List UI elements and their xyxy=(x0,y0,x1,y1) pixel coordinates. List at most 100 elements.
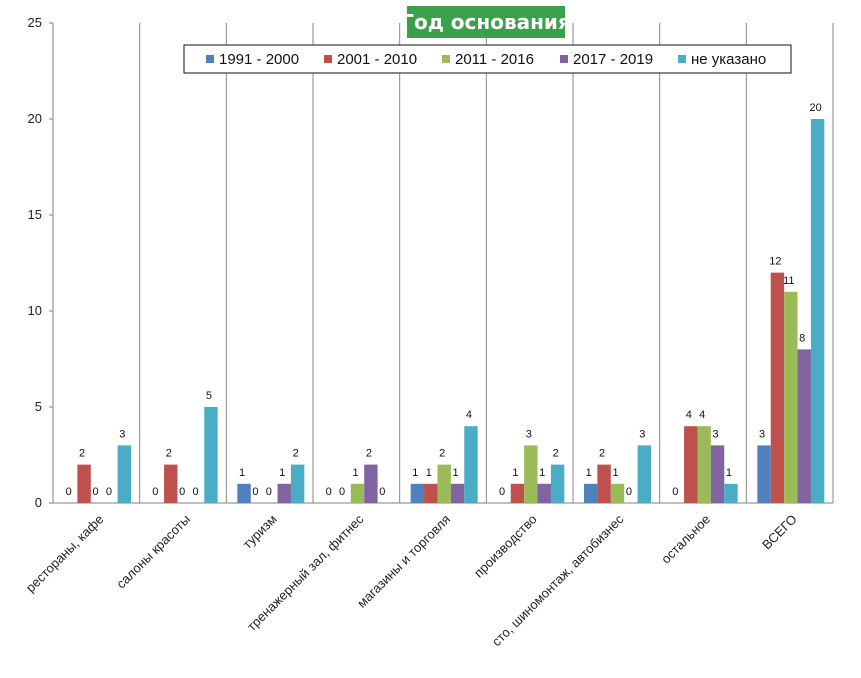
y-tick-label: 10 xyxy=(28,303,42,318)
x-tick-label: рестораны, кафе xyxy=(23,512,107,596)
bar xyxy=(464,426,478,503)
data-label: 0 xyxy=(106,486,112,498)
data-label: 4 xyxy=(466,409,472,421)
data-label: 12 xyxy=(769,256,781,268)
data-label: 1 xyxy=(239,467,245,479)
data-label: 2 xyxy=(366,448,372,460)
legend-entry: не указано xyxy=(691,51,766,68)
data-label: 1 xyxy=(512,467,518,479)
data-label: 0 xyxy=(379,486,385,498)
legend-entry: 2017 - 2019 xyxy=(573,51,653,68)
bar xyxy=(684,426,698,503)
bar xyxy=(277,483,291,503)
data-label: 3 xyxy=(713,428,719,440)
bar xyxy=(757,445,771,503)
x-tick-label: магазины и торговля xyxy=(354,512,453,611)
x-tick-label: ВСЕГО xyxy=(759,512,800,553)
data-label: 5 xyxy=(206,390,212,402)
data-label: 0 xyxy=(152,486,158,498)
legend-swatch xyxy=(206,55,214,63)
data-label: 4 xyxy=(699,409,705,421)
data-label: 2 xyxy=(166,448,172,460)
bar xyxy=(584,483,598,503)
bar xyxy=(424,483,438,503)
bar xyxy=(697,426,711,503)
bar xyxy=(797,349,811,503)
legend-entry: 2001 - 2010 xyxy=(337,51,417,68)
legend-swatch xyxy=(560,55,568,63)
data-label: 0 xyxy=(252,486,258,498)
grid-layer xyxy=(52,23,834,503)
data-label: 1 xyxy=(539,467,545,479)
chart-title: Год основания xyxy=(401,6,571,38)
chart-title-text: Год основания xyxy=(401,10,571,34)
y-tick-label: 5 xyxy=(35,399,42,414)
x-tick-label: остальное xyxy=(658,512,713,567)
bar xyxy=(810,119,825,503)
bar xyxy=(350,483,365,503)
x-tick-label: производство xyxy=(471,512,540,581)
bars-layer xyxy=(77,119,825,503)
category-labels: рестораны, кафе салоны красоты туризмтрена… xyxy=(23,511,800,649)
bar xyxy=(204,407,218,503)
legend-entry: 2011 - 2016 xyxy=(455,51,534,68)
data-label: 0 xyxy=(193,486,199,498)
data-label: 3 xyxy=(119,428,125,440)
bar xyxy=(524,445,538,503)
data-label: 0 xyxy=(266,486,272,498)
data-label: 1 xyxy=(352,467,358,479)
bar xyxy=(537,483,551,503)
legend-swatch xyxy=(442,55,450,63)
data-label: 0 xyxy=(92,486,98,498)
legend: 1991 - 2000 2001 - 2010 2011 - 2016 2017 - … xyxy=(183,44,792,74)
bar xyxy=(290,464,305,503)
data-label: 1 xyxy=(612,467,618,479)
data-label: 0 xyxy=(339,486,345,498)
data-label: 3 xyxy=(639,428,645,440)
y-tick-label: 0 xyxy=(35,495,42,510)
data-label: 2 xyxy=(599,448,605,460)
data-label: 2 xyxy=(293,448,299,460)
data-label: 8 xyxy=(799,332,805,344)
x-tick-label: салоны красоты xyxy=(113,512,193,592)
bar xyxy=(637,445,651,503)
legend-swatch xyxy=(324,55,332,63)
bar xyxy=(77,464,91,503)
data-label: 0 xyxy=(626,486,632,498)
data-label: 20 xyxy=(810,102,822,114)
data-label: 1 xyxy=(586,467,592,479)
data-label: 1 xyxy=(426,467,432,479)
bar xyxy=(784,291,798,503)
legend-box xyxy=(183,44,792,74)
data-label: 0 xyxy=(672,486,678,498)
bar xyxy=(437,464,451,503)
bar xyxy=(410,483,425,503)
bar xyxy=(550,464,565,503)
bar xyxy=(450,483,465,503)
data-label: 2 xyxy=(439,448,445,460)
bar xyxy=(164,464,178,503)
data-label: 3 xyxy=(526,428,532,440)
legend-swatch xyxy=(678,55,686,63)
data-label: 0 xyxy=(499,486,505,498)
y-tick-label: 15 xyxy=(28,207,42,222)
bar xyxy=(510,483,525,503)
chart-title-box xyxy=(407,6,565,38)
data-label: 4 xyxy=(686,409,692,421)
data-label: 2 xyxy=(79,448,85,460)
data-label: 2 xyxy=(553,448,559,460)
x-tick-label: туризм xyxy=(240,511,280,551)
data-label: 1 xyxy=(412,467,418,479)
bar xyxy=(710,445,725,503)
y-tick-label: 25 xyxy=(28,15,42,30)
y-tick-label: 20 xyxy=(28,111,42,126)
data-label: 1 xyxy=(726,467,732,479)
legend-entry: 1991 - 2000 xyxy=(219,51,299,68)
bar xyxy=(364,464,378,503)
bar xyxy=(117,445,131,503)
data-label: 3 xyxy=(759,428,765,440)
data-label: 0 xyxy=(179,486,185,498)
bar xyxy=(724,483,738,503)
